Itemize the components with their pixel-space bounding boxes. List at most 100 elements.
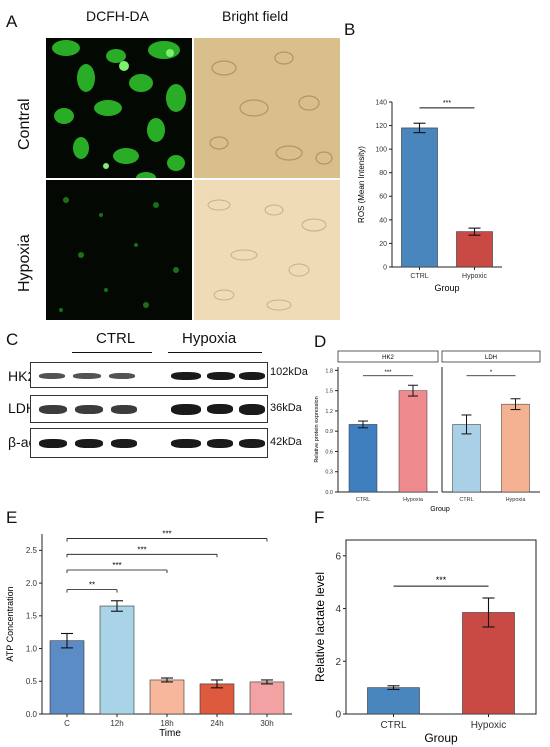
x-axis-title: Group	[424, 731, 458, 745]
panel-f-label: F	[314, 508, 325, 527]
significance-label: ***	[384, 370, 392, 376]
y-tick-label: 60	[379, 194, 387, 201]
blot-band	[39, 405, 67, 414]
x-tick-label: 18h	[160, 719, 173, 728]
blot-hk2	[30, 362, 268, 388]
blot-group-hypoxia: Hypoxia	[182, 330, 237, 347]
blot-band	[75, 439, 103, 448]
blot-band	[239, 404, 265, 415]
bar-hypoxia	[501, 403, 530, 493]
plot-frame	[345, 539, 537, 715]
bar-12h	[99, 605, 135, 715]
y-tick-label: 1.2	[325, 409, 333, 415]
x-tick-label: CTRL	[410, 273, 428, 280]
x-tick-label: Hypoxia	[506, 497, 527, 503]
facet-title: HK2	[382, 355, 394, 361]
x-tick-label: C	[64, 719, 70, 728]
y-tick-label: 4	[335, 604, 341, 615]
y-tick-label: 0.6	[325, 449, 333, 455]
blot-band	[111, 439, 137, 448]
chart-f-lactate: 0 2 4 6 CTRL Hypoxic *** Group Relative lactate …	[313, 539, 537, 745]
bar-c	[49, 640, 85, 715]
x-tick-label: 12h	[110, 719, 123, 728]
chart-e-atp: 0.00.51.01.52.02.5C 12h 18h 24h 30h*********…	[5, 530, 292, 739]
blot-group-hypoxia-line	[168, 352, 262, 353]
y-tick-label: 0.5	[26, 677, 38, 686]
blot-beta-actin	[30, 428, 268, 458]
y-tick-label: 1.8	[325, 368, 333, 374]
blot-band	[111, 405, 137, 414]
panel-d-label: D	[314, 332, 327, 351]
y-tick-label: 0.3	[325, 470, 333, 476]
significance-label: **	[89, 581, 95, 590]
blot-band	[207, 372, 235, 380]
y-axis-title: Relative lactate level	[313, 572, 327, 682]
bar-ctrl	[348, 424, 378, 493]
blot-band	[207, 439, 233, 448]
x-tick-label: CTRL	[380, 720, 407, 731]
blot-band	[171, 372, 201, 380]
blot-band	[207, 404, 233, 414]
row-label-control: Contral	[16, 98, 33, 150]
blot-band	[75, 405, 103, 414]
bar-hypoxic	[456, 231, 493, 268]
bar-ctrl	[452, 424, 481, 493]
blot-ldh	[30, 395, 268, 423]
blot-band	[39, 373, 65, 379]
x-tick-label: Hypoxic	[462, 273, 487, 280]
y-axis-title: Relative protein expression	[314, 396, 320, 462]
y-tick-label: 0	[335, 710, 341, 721]
panel-a-label: A	[6, 12, 18, 31]
blot-label-ldh: LDH	[8, 400, 37, 416]
x-axis-title: Time	[159, 728, 181, 739]
x-tick-label: CTRL	[459, 497, 473, 503]
facet-strip	[441, 350, 541, 363]
blot-band	[73, 373, 101, 379]
blot-band	[239, 439, 265, 448]
y-axis-title: ROS (Mean Intensity)	[357, 146, 366, 223]
bar-ctrl	[367, 687, 420, 715]
micrograph-control-bright-field	[194, 38, 340, 178]
micrograph-control-fluorescence	[46, 38, 192, 178]
y-tick-label: 1.5	[325, 389, 333, 395]
facet-title: LDH	[485, 355, 497, 361]
y-tick-label: 0.0	[325, 490, 333, 496]
y-tick-label: 20	[379, 241, 387, 248]
x-tick-label: Hypoxic	[471, 720, 507, 731]
y-tick-label: 1.0	[26, 644, 38, 653]
y-tick-label: 2.0	[26, 579, 38, 588]
significance-label: ***	[112, 561, 121, 570]
x-tick-label: 30h	[260, 719, 273, 728]
y-tick-label: 2	[335, 657, 341, 668]
y-axis-title: ATP Concentration	[5, 586, 15, 661]
chart-b-ros: 0 20 40 60 80 100 120 140 CTRL Hypoxic *** Group ROS…	[357, 99, 502, 293]
blot-band	[109, 373, 135, 379]
x-tick-label: 24h	[210, 719, 223, 728]
chart-d-protein-expression: 0.0 0.3 0.6 0.9 1.2 1.5 1.8 Relative protein ex…	[314, 350, 541, 513]
y-tick-label: 40	[379, 217, 387, 224]
micrograph-hypoxia-bright-field	[194, 180, 340, 320]
blot-group-ctrl-line	[72, 352, 152, 353]
panel-b-label: B	[344, 20, 356, 39]
blot-group-ctrl: CTRL	[96, 330, 136, 347]
y-tick-label: 120	[375, 123, 387, 130]
row-label-hypoxia: Hypoxia	[16, 234, 33, 292]
bar-hypoxic	[462, 612, 515, 715]
bar-hypoxia	[398, 390, 428, 493]
facet-strip	[337, 350, 439, 363]
blot-kda-ldh: 36kDa	[270, 402, 302, 414]
y-tick-label: 140	[375, 99, 387, 106]
x-axis-title: Group	[430, 506, 450, 513]
bar-ctrl	[401, 127, 438, 268]
y-tick-label: 0.0	[26, 710, 38, 719]
blot-band	[239, 372, 265, 380]
significance-label: ***	[443, 100, 451, 107]
y-tick-label: 6	[335, 551, 341, 562]
micrograph-hypoxia-fluorescence	[46, 180, 192, 320]
x-axis-title: Group	[434, 283, 459, 293]
y-tick-label: 100	[375, 147, 387, 154]
y-tick-label: 0	[383, 264, 387, 271]
bar-30h	[249, 681, 285, 715]
blot-band	[171, 404, 201, 415]
blot-label-hk2: HK2	[8, 368, 36, 384]
